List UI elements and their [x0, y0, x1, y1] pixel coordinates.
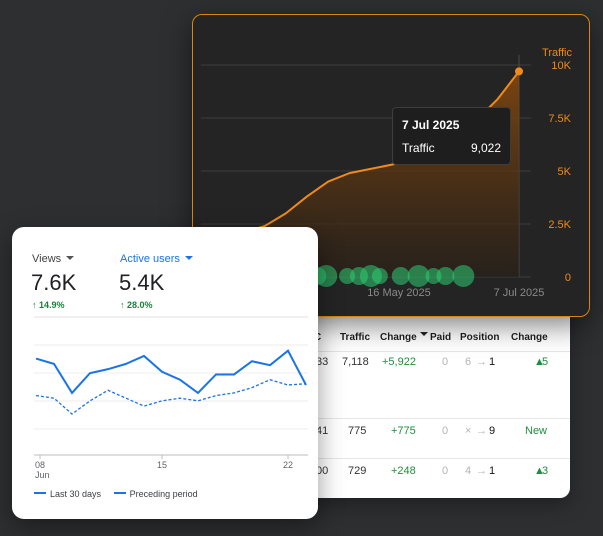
cell-paid: 0 — [442, 465, 449, 477]
traffic-endpoint — [515, 67, 523, 76]
cell-change: +5,922 — [382, 356, 416, 368]
solid-line-swatch — [34, 492, 46, 494]
x-tick-label: 7 Jul 2025 — [494, 287, 545, 299]
legend-traffic[interactable]: Traffic — [542, 47, 572, 59]
series-line-current — [35, 349, 307, 395]
event-dot — [315, 265, 338, 287]
table-header: C Traffic Change Paid Position Change — [290, 332, 570, 350]
cell-c: 00 — [316, 465, 329, 477]
cell-pos-change: 3 — [542, 465, 549, 477]
cell-pos-from: × — [465, 425, 472, 437]
arrow-up-icon: ↑ — [32, 300, 37, 310]
event-dot — [371, 268, 388, 284]
divider — [290, 351, 570, 352]
traffic-area — [201, 71, 519, 277]
views-metric-selector[interactable]: Views — [32, 253, 75, 265]
cell-change: +775 — [391, 425, 416, 437]
x-tick-day: 15 — [157, 460, 168, 470]
x-tick-day: 22 — [283, 460, 294, 470]
cell-traffic: 729 — [348, 465, 367, 477]
col-header-paid[interactable]: Paid — [430, 332, 452, 343]
event-dot — [407, 265, 430, 287]
metric-label: Views — [32, 253, 62, 265]
cell-pos-to: 9 — [489, 425, 496, 437]
table-row[interactable]: 33 7,118 +5,922 0 6 → 1 ▲ 5 — [290, 356, 570, 374]
event-dot — [436, 267, 455, 285]
divider — [290, 418, 570, 419]
col-header-change[interactable]: Change — [380, 332, 428, 343]
arrow-up-icon: ▲ — [534, 356, 545, 368]
divider — [290, 458, 570, 459]
cell-paid: 0 — [442, 425, 449, 437]
cell-pos-from: 4 — [465, 465, 472, 477]
change-value: 14.9% — [39, 300, 65, 310]
cell-c: 33 — [316, 356, 329, 368]
cell-pos-to: 1 — [489, 356, 496, 368]
cell-pos-from: 6 — [465, 356, 472, 368]
arrow-right-icon: → — [476, 465, 487, 477]
x-tick: 22 — [283, 460, 293, 470]
chart-tooltip: 7 Jul 2025 Traffic 9,022 — [392, 107, 511, 165]
y-tick-label: 2.5K — [548, 219, 571, 231]
x-tick-label: 16 May 2025 — [367, 287, 431, 299]
cell-paid: 0 — [442, 356, 449, 368]
dashed-line-swatch — [113, 492, 126, 494]
col-header-traffic[interactable]: Traffic — [340, 332, 371, 343]
arrow-right-icon: → — [476, 425, 487, 437]
views-value: 7.6K — [31, 270, 77, 295]
y-tick-label: 0 — [565, 272, 571, 284]
cell-traffic: 775 — [348, 425, 367, 437]
legend-current[interactable]: Last 30 days — [50, 489, 102, 499]
arrow-up-icon: ↑ — [120, 300, 125, 310]
cell-pos-change: New — [525, 425, 548, 437]
x-tick: 15 — [157, 460, 167, 470]
event-dot — [452, 265, 475, 287]
y-tick-label: 7.5K — [548, 113, 571, 125]
views-change: ↑ 14.9% — [32, 300, 65, 310]
metric-label: Active users — [120, 253, 180, 265]
cell-pos-change: 5 — [542, 356, 549, 368]
y-tick-label: 5K — [558, 166, 572, 178]
keywords-table-card: C Traffic Change Paid Position Change 33… — [290, 300, 570, 498]
arrow-right-icon: → — [476, 356, 487, 368]
chevron-down-icon — [184, 256, 193, 260]
y-tick-label: 10K — [551, 60, 571, 72]
x-tick: 08 Jun — [35, 460, 50, 480]
cell-pos-to: 1 — [489, 465, 496, 477]
active-users-metric-selector[interactable]: Active users — [120, 253, 193, 265]
analytics-line-chart[interactable] — [12, 227, 318, 519]
table-row[interactable]: 00 729 +248 0 4 → 1 ▲ 3 — [290, 465, 570, 483]
cell-change: +248 — [391, 465, 416, 477]
chevron-down-icon — [66, 256, 75, 260]
tooltip-label: Traffic — [402, 141, 435, 155]
chart-legend: Last 30 days Preceding period — [34, 489, 198, 499]
table-row[interactable]: 41 775 +775 0 × → 9 New — [290, 425, 570, 443]
arrow-up-icon: ▲ — [534, 465, 545, 477]
col-header-pos-change[interactable]: Change — [511, 332, 548, 343]
change-value: 28.0% — [127, 300, 153, 310]
cell-traffic: 7,118 — [342, 356, 369, 368]
x-tick-day: 08 — [35, 460, 46, 470]
cell-c: 41 — [316, 425, 329, 437]
tooltip-value: 9,022 — [470, 141, 501, 155]
event-dot — [391, 267, 410, 285]
col-header-position[interactable]: Position — [460, 332, 500, 343]
x-tick-month: Jun — [35, 470, 50, 480]
active-users-change: ↑ 28.0% — [120, 300, 153, 310]
tooltip-date: 7 Jul 2025 — [402, 118, 460, 132]
analytics-card: Views 7.6K ↑ 14.9% Active users 5.4K ↑ 2… — [12, 227, 318, 519]
series-line-previous — [35, 379, 307, 415]
active-users-value: 5.4K — [119, 270, 165, 295]
legend-previous[interactable]: Preceding period — [129, 489, 198, 499]
